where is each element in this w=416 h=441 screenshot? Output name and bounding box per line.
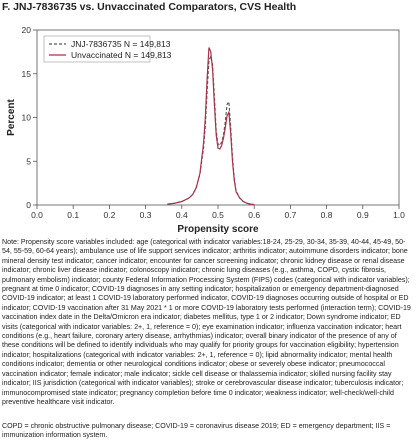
x-tick-label: 0.2 bbox=[103, 210, 115, 220]
y-axis-label: Percent bbox=[6, 98, 17, 135]
density-chart: 0.0 0.1 0.2 0.3 0.4 0.5 0.6 0.7 0.8 0.9 1.0 0 5 10 15… bbox=[6, 25, 405, 234]
x-tick-label: 0.4 bbox=[176, 210, 188, 220]
y-axis-ticks: 0 5 10 15 20 bbox=[22, 25, 37, 210]
y-tick-label: 5 bbox=[26, 156, 31, 166]
legend-label-vaccinated: JNJ-7836735 N = 149,813 bbox=[71, 39, 171, 49]
legend-box bbox=[43, 35, 151, 63]
series-lines bbox=[167, 47, 255, 206]
x-tick-label: 1.0 bbox=[393, 210, 405, 220]
x-tick-label: 0.3 bbox=[140, 210, 152, 220]
chart-title: F. JNJ-7836735 vs. Unvaccinated Comparat… bbox=[2, 1, 297, 13]
x-tick-label: 0.6 bbox=[248, 210, 260, 220]
legend-label-unvaccinated: Unvaccinated N = 149,813 bbox=[71, 50, 172, 60]
y-tick-label: 20 bbox=[22, 25, 32, 35]
y-tick-label: 10 bbox=[22, 113, 32, 123]
footnote-propensity-variables: Note: Propensity score variables include… bbox=[2, 238, 411, 406]
x-tick-label: 0.1 bbox=[67, 210, 79, 220]
x-tick-label: 0.8 bbox=[321, 210, 333, 220]
series-line-vaccinated bbox=[167, 54, 255, 206]
footnote-abbreviations: COPD = chronic obstructive pulmonary dis… bbox=[2, 422, 391, 440]
x-tick-label: 0.0 bbox=[31, 210, 43, 220]
y-tick-label: 0 bbox=[26, 200, 31, 210]
x-axis-label: Propensity score bbox=[177, 224, 259, 234]
x-tick-label: 0.7 bbox=[284, 210, 296, 220]
y-tick-label: 15 bbox=[22, 69, 32, 79]
series-line-unvaccinated bbox=[167, 47, 255, 206]
x-tick-label: 0.9 bbox=[357, 210, 369, 220]
x-axis-ticks: 0.0 0.1 0.2 0.3 0.4 0.5 0.6 0.7 0.8 0.9 1.0 bbox=[31, 205, 405, 220]
x-tick-label: 0.5 bbox=[212, 210, 224, 220]
